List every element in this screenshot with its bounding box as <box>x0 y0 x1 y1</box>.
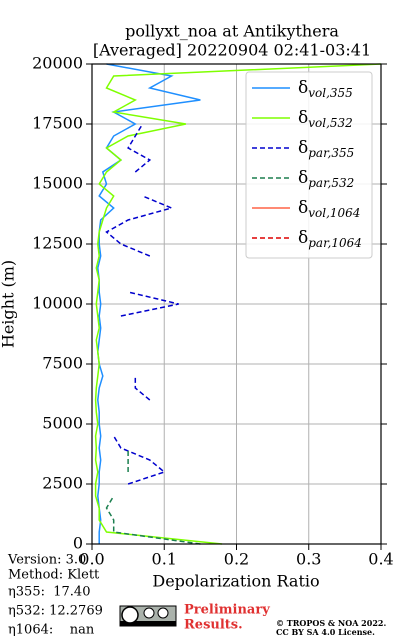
y-tick-label: 7500 <box>42 354 83 373</box>
plot-frame <box>91 63 382 545</box>
x-axis-label: Depolarization Ratio <box>152 572 319 591</box>
legend-label: δpar,355 <box>298 138 354 160</box>
legend-label: δpar,532 <box>298 168 354 190</box>
legend-label: δpar,1064 <box>298 228 362 250</box>
info-text: η355: 17.40 <box>8 585 90 600</box>
license-text: CC BY SA 4.0 License. <box>276 627 375 637</box>
legend-subscript: par,355 <box>308 146 354 160</box>
x-tick-label: 0.3 <box>296 550 321 569</box>
y-tick-label: 5000 <box>42 414 83 433</box>
series-line <box>94 63 382 545</box>
legend-symbol: δ <box>298 78 308 98</box>
legend-label: δvol,355 <box>298 78 353 100</box>
legend-symbol: δ <box>298 168 308 188</box>
stamp-text: Results. <box>184 618 243 633</box>
legend-subscript: vol,532 <box>308 116 353 130</box>
series-line <box>105 123 179 485</box>
info-text: Version: 3.0 <box>7 553 86 568</box>
chart-title: [Averaged] 20220904 02:41-03:41 <box>93 41 371 60</box>
info-text: η532: 12.2769 <box>8 604 103 619</box>
y-tick-label: 2500 <box>42 474 83 493</box>
legend-symbol: δ <box>298 138 308 158</box>
series-line <box>97 63 201 544</box>
info-text: Method: Klett <box>8 568 100 583</box>
info-text: η1064: nan <box>8 623 95 638</box>
y-tick-label: 20000 <box>32 54 83 73</box>
y-tick-label: 12500 <box>32 234 83 253</box>
license-text: © TROPOS & NOA 2022. <box>276 618 386 628</box>
y-tick-label: 15000 <box>32 174 83 193</box>
stamp-text: Preliminary <box>184 603 270 618</box>
x-tick-label: 0.2 <box>224 550 249 569</box>
legend-label: δvol,1064 <box>298 198 360 220</box>
y-axis-label: Height (m) <box>0 260 18 348</box>
legend-box <box>245 71 373 259</box>
x-tick-label: 0.0 <box>79 550 104 569</box>
chart-title: pollyxt_noa at Antikythera <box>125 22 339 41</box>
legend-label: δvol,532 <box>298 108 353 130</box>
y-tick-label: 17500 <box>32 114 83 133</box>
legend-subscript: par,1064 <box>308 236 362 250</box>
x-tick-label: 0.4 <box>368 550 393 569</box>
legend-subscript: vol,355 <box>308 86 353 100</box>
legend-symbol: δ <box>298 108 308 128</box>
y-tick-label: 0 <box>73 534 83 553</box>
x-tick-label: 0.1 <box>152 550 177 569</box>
y-tick-label: 10000 <box>32 294 83 313</box>
legend-subscript: par,532 <box>308 176 354 190</box>
legend-symbol: δ <box>298 228 308 248</box>
legend-subscript: vol,1064 <box>308 206 360 220</box>
cc-logo <box>119 605 177 627</box>
legend-symbol: δ <box>298 198 308 218</box>
series-line <box>107 364 201 544</box>
